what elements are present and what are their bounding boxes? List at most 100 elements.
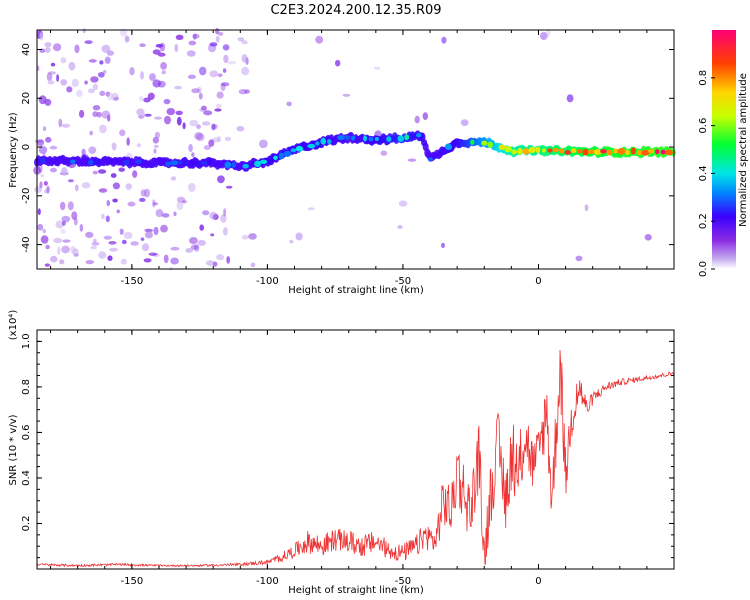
y-tick-label: 0.4	[21, 470, 32, 486]
noise-blob	[215, 103, 222, 109]
noise-blob	[50, 167, 57, 173]
noise-blob	[176, 201, 184, 211]
noise-blob	[201, 121, 211, 126]
spectrogram-heatmap	[33, 27, 676, 271]
noise-blob	[217, 136, 221, 143]
ridge-core	[397, 135, 405, 143]
noise-blob	[192, 33, 197, 40]
noise-blob	[206, 260, 215, 266]
ridge-core	[655, 149, 660, 155]
noise-blob	[67, 201, 74, 211]
noise-blob	[217, 73, 223, 77]
noise-blob	[89, 130, 93, 136]
noise-blob	[201, 105, 207, 111]
noise-blob	[575, 255, 583, 262]
noise-blob	[460, 119, 469, 126]
noise-blob	[157, 52, 166, 57]
noise-blob	[84, 40, 93, 44]
noise-blob	[227, 60, 237, 65]
noise-blob	[199, 107, 207, 112]
noise-blob	[644, 234, 652, 241]
noise-blob	[139, 43, 146, 47]
noise-blob	[144, 228, 153, 233]
noise-blob	[60, 201, 66, 211]
noise-blob	[259, 139, 268, 149]
colorbar-tick-label: 0.8	[698, 70, 709, 86]
noise-blob	[203, 110, 213, 116]
noise-blob	[186, 50, 196, 57]
noise-blob	[190, 244, 199, 250]
ridge-core	[207, 159, 213, 166]
noise-blob	[61, 167, 68, 176]
noise-blob	[47, 80, 55, 85]
noise-blob	[248, 233, 257, 240]
noise-blob	[81, 148, 86, 156]
noise-blob	[211, 123, 216, 131]
ridge-core	[87, 159, 94, 166]
noise-blob	[198, 92, 203, 100]
noise-blob	[170, 176, 177, 181]
noise-blob	[315, 35, 324, 44]
noise-blob	[335, 59, 341, 67]
noise-blob	[584, 204, 589, 212]
ridge-core	[564, 150, 571, 155]
noise-blob	[68, 179, 74, 183]
ridge-core	[386, 136, 392, 142]
noise-blob	[380, 150, 388, 156]
noise-blob	[222, 68, 227, 73]
noise-blob	[105, 215, 110, 223]
noise-blob	[110, 173, 117, 178]
colorbar-ticks: 0.0 0.2 0.4 0.6 0.8	[698, 70, 715, 277]
ridge-core	[541, 148, 546, 153]
noise-blob	[124, 35, 130, 43]
noise-blob	[113, 96, 120, 101]
noise-blob	[207, 43, 217, 53]
snr-multiplier-label: (x10⁴)	[8, 310, 19, 341]
noise-blob	[164, 115, 171, 125]
noise-blob	[194, 132, 203, 140]
noise-blob	[52, 43, 62, 52]
ridge-core	[428, 157, 433, 162]
ridge-core	[600, 149, 607, 154]
noise-blob	[119, 129, 126, 137]
noise-blob	[163, 98, 171, 105]
ridge-core	[665, 149, 673, 156]
noise-blob	[107, 91, 113, 101]
noise-blob	[196, 133, 205, 142]
noise-blob	[241, 40, 248, 45]
noise-blob	[53, 237, 63, 244]
noise-blob	[106, 200, 111, 207]
ridge-core	[617, 148, 626, 155]
noise-blob	[170, 246, 180, 251]
noise-blob	[45, 244, 50, 250]
noise-blob	[191, 152, 195, 158]
noise-blob	[101, 44, 111, 53]
noise-blob	[209, 42, 218, 47]
ridge-core	[177, 160, 183, 165]
noise-blob	[216, 91, 224, 99]
noise-blob	[241, 66, 250, 76]
spectrogram-x-axis-label: Height of straight line (km)	[288, 285, 424, 296]
noise-blob	[153, 202, 159, 206]
noise-blob	[90, 76, 99, 83]
noise-blob	[217, 175, 225, 184]
noise-blob	[37, 208, 41, 216]
noise-blob	[107, 255, 113, 261]
noise-blob	[42, 126, 47, 132]
noise-blob	[96, 111, 102, 118]
colorbar-tick-label: 0.4	[698, 165, 709, 181]
noise-blob	[189, 119, 198, 127]
ridge-core	[290, 148, 297, 153]
ridge-core	[374, 137, 379, 141]
spectrogram-y-ticks: -40 -20 0 20 40	[21, 43, 674, 253]
ridge-core	[170, 160, 179, 166]
noise-blob	[217, 32, 224, 36]
noise-blob	[220, 214, 227, 223]
noise-blob	[121, 239, 127, 245]
noise-blob	[373, 66, 381, 70]
noise-blob	[119, 228, 124, 235]
ridge-core	[576, 149, 583, 154]
ridge-core	[593, 149, 602, 156]
snr-plot-area	[37, 330, 674, 569]
noise-blob	[111, 92, 119, 102]
